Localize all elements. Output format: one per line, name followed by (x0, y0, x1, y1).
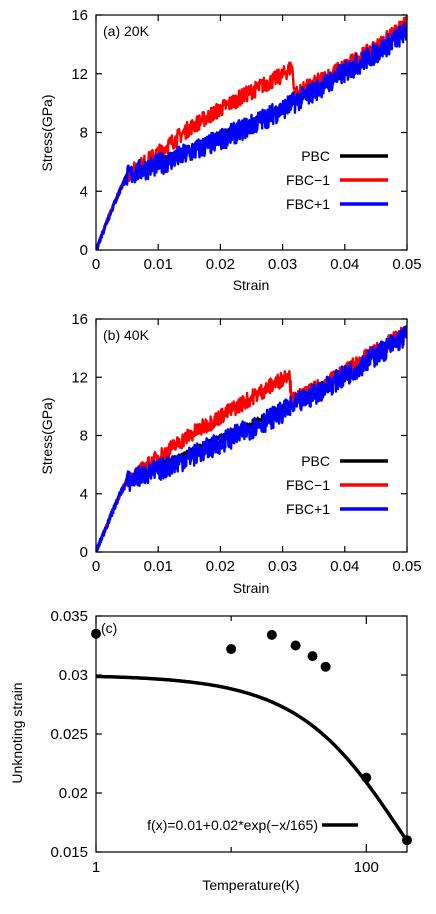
legend-label: f(x)=0.01+0.02*exp(−x/165) (147, 817, 318, 833)
y-tick-label: 0.015 (50, 844, 88, 861)
y-tick-label: 0 (80, 544, 88, 561)
x-tick-label: 0.05 (392, 256, 421, 273)
x-tick-label: 0.04 (330, 558, 359, 575)
data-point (402, 835, 412, 846)
x-tick-label: 0 (92, 256, 100, 273)
panel-label: (b) 40K (103, 327, 150, 343)
data-point (307, 651, 318, 662)
legend-label: FBC−1 (286, 172, 330, 188)
data-point (91, 628, 101, 639)
legend-label: PBC (301, 148, 330, 164)
legend-label: FBC+1 (286, 501, 330, 517)
legend: PBC FBC−1 FBC+1 (286, 148, 388, 212)
y-tick-label: 0.025 (50, 726, 88, 743)
y-tick-label: 0.035 (50, 608, 88, 625)
y-axis-label: Unknoting strain (9, 682, 25, 783)
y-tick-label: 0.02 (59, 785, 88, 802)
x-tick-label: 0.03 (268, 558, 297, 575)
data-point (290, 640, 301, 651)
legend-label: FBC+1 (286, 196, 330, 212)
x-tick-label: 0.03 (268, 256, 297, 273)
x-tick-label: 0.01 (144, 256, 173, 273)
series-line-2 (96, 324, 407, 552)
x-tick-label: 0.01 (144, 558, 173, 575)
panel-c: 1 100 0.015 0.02 0.025 0.03 0.035 (c) Temperat… (9, 608, 412, 893)
y-tick-label: 8 (80, 125, 88, 142)
y-tick-label: 12 (71, 66, 88, 83)
legend: PBC FBC−1 FBC+1 (286, 453, 388, 517)
legend-label: PBC (301, 453, 330, 469)
x-axis-label: Temperature(K) (202, 877, 299, 893)
x-tick-label: 1 (92, 859, 100, 876)
panel-label: (a) 20K (103, 23, 150, 39)
data-point (320, 661, 331, 672)
x-axis-label: Strain (233, 580, 270, 596)
x-tick-label: 0.02 (206, 256, 235, 273)
y-tick-label: 0 (80, 242, 88, 259)
plot-frame (95, 14, 408, 251)
y-tick-label: 8 (80, 428, 88, 445)
x-tick-label: 0.05 (392, 558, 421, 575)
y-tick-label: 16 (71, 311, 88, 328)
y-tick-label: 12 (71, 369, 88, 386)
plot-frame (95, 318, 408, 553)
data-point (226, 644, 237, 655)
x-tick-label: 0.02 (206, 558, 235, 575)
x-axis-label: Strain (233, 277, 270, 293)
legend: f(x)=0.01+0.02*exp(−x/165) (147, 817, 358, 833)
data-point (361, 772, 372, 783)
plot-frame (95, 615, 408, 853)
y-tick-label: 16 (71, 7, 88, 24)
y-axis-label: Stress(GPa) (39, 94, 55, 171)
panel-label: (c) (101, 620, 117, 636)
y-tick-label: 4 (80, 486, 88, 503)
x-tick-label: 0 (92, 558, 100, 575)
panel-b: 0 0.01 0.02 0.03 0.04 0.05 0 4 8 12 16 (b) 40K Str… (39, 311, 422, 596)
y-tick-label: 0.03 (59, 667, 88, 684)
legend-label: FBC−1 (286, 477, 330, 493)
fit-curve (95, 674, 409, 842)
y-axis-label: Stress(GPa) (39, 397, 55, 474)
x-tick-label: 0.04 (330, 256, 359, 273)
x-tick-label: 100 (354, 859, 379, 876)
series-line-2 (96, 22, 407, 250)
y-tick-label: 4 (80, 183, 88, 200)
data-point (266, 629, 277, 640)
panel-a: 0 0.01 0.02 0.03 0.04 0.05 0 4 8 12 16 (a) 20K Str… (39, 7, 422, 293)
